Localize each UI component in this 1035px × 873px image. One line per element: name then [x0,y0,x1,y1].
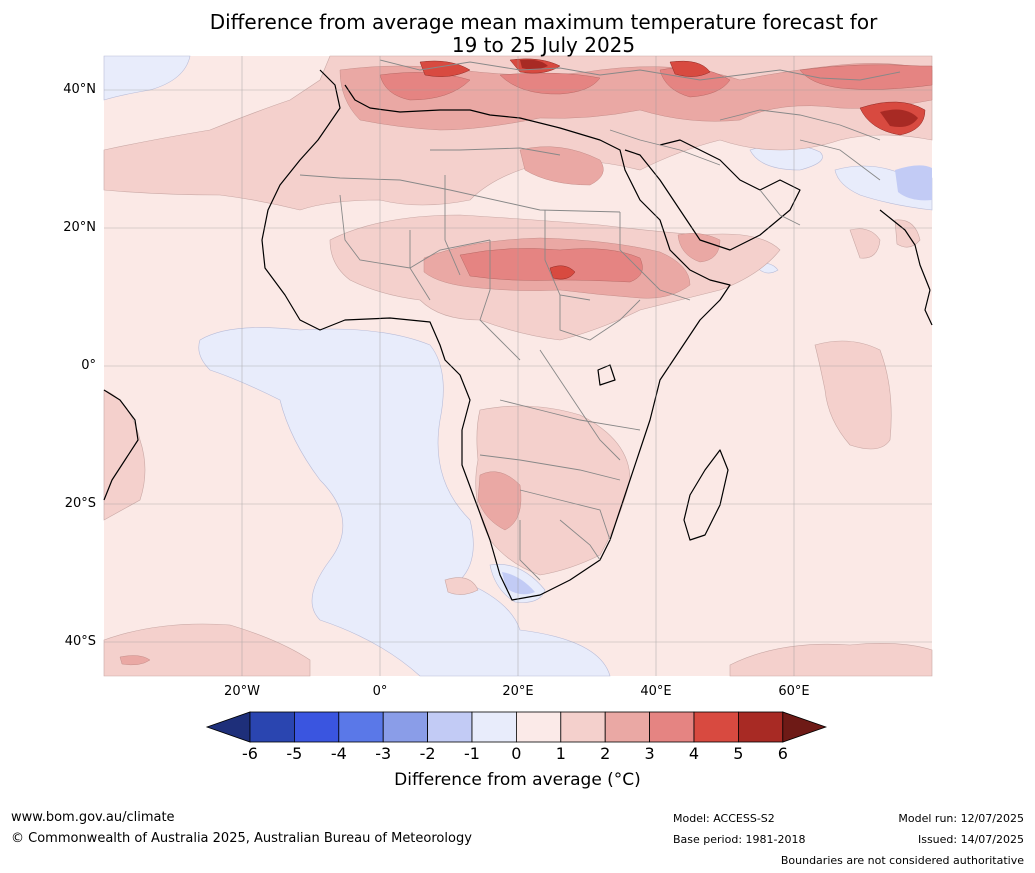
colorbar-segment [649,711,695,743]
colorbar-tick: -5 [286,744,303,763]
colorbar-tick: -4 [330,744,347,763]
lat-label-40s: 40°S [64,634,96,649]
colorbar-tick: -6 [242,744,258,763]
colorbar [205,711,828,743]
colorbar-extend-min [205,711,251,743]
lon-label-40e: 40°E [640,684,672,699]
lon-label-60e: 60°E [778,684,810,699]
lat-label-40n: 40°N [63,82,96,97]
colorbar-tick: 6 [777,744,788,763]
colorbar-segment [604,711,651,743]
colorbar-tick: 3 [644,744,655,763]
colorbar-segment [693,711,739,743]
lon-label-0: 0° [372,684,388,699]
deeper-blue-areas [502,165,932,595]
map-title-line-2: 19 to 25 July 2025 [451,33,636,57]
colorbar-segment [293,711,340,743]
colorbar-segment [471,711,517,743]
colorbar-tick: -2 [419,744,436,763]
colorbar-tick: -1 [464,744,480,763]
graticule [104,56,932,676]
boundaries-disclaimer: Boundaries are not considered authoritat… [780,854,1024,867]
lat-label-20s: 20°S [64,496,96,511]
map-title-line-1: Difference from average mean maximum tem… [209,10,878,34]
colorbar-segment [338,711,384,743]
website-link[interactable]: www.bom.gov.au/climate [11,810,175,825]
country-borders [299,59,901,581]
colorbar-tick: 0 [511,744,522,763]
colorbar-segment [427,711,473,743]
colorbar-tick: 5 [733,744,744,763]
colorbar-segment [382,711,429,743]
colorbar-segment [560,711,606,743]
colorbar-label: Difference from average (°C) [394,770,641,790]
model-name: Model: ACCESS-S2 [673,812,775,825]
lat-label-20n: 20°N [63,220,96,235]
lon-label-20w: 20°W [224,684,260,699]
base-period: Base period: 1981-2018 [673,833,806,846]
colorbar-tick: 2 [600,744,611,763]
colorbar-segment [249,711,295,743]
anomaly-3-4-areas [379,64,933,283]
colorbar-segment [516,711,562,743]
model-run-date: Model run: 12/07/2025 [898,812,1024,825]
lon-label-20e: 20°E [502,684,534,699]
anomaly-5-plus-areas [520,59,918,127]
colorbar-tick: -3 [375,744,392,763]
lat-label-0: 0° [81,358,96,373]
colorbar-tick: 1 [555,744,566,763]
copyright-text: © Commonwealth of Australia 2025, Austra… [11,831,472,846]
colorbar-extend-max [782,711,828,743]
colorbar-tick: 4 [688,744,700,763]
issued-date: Issued: 14/07/2025 [917,833,1024,846]
colorbar-segment [738,711,784,743]
